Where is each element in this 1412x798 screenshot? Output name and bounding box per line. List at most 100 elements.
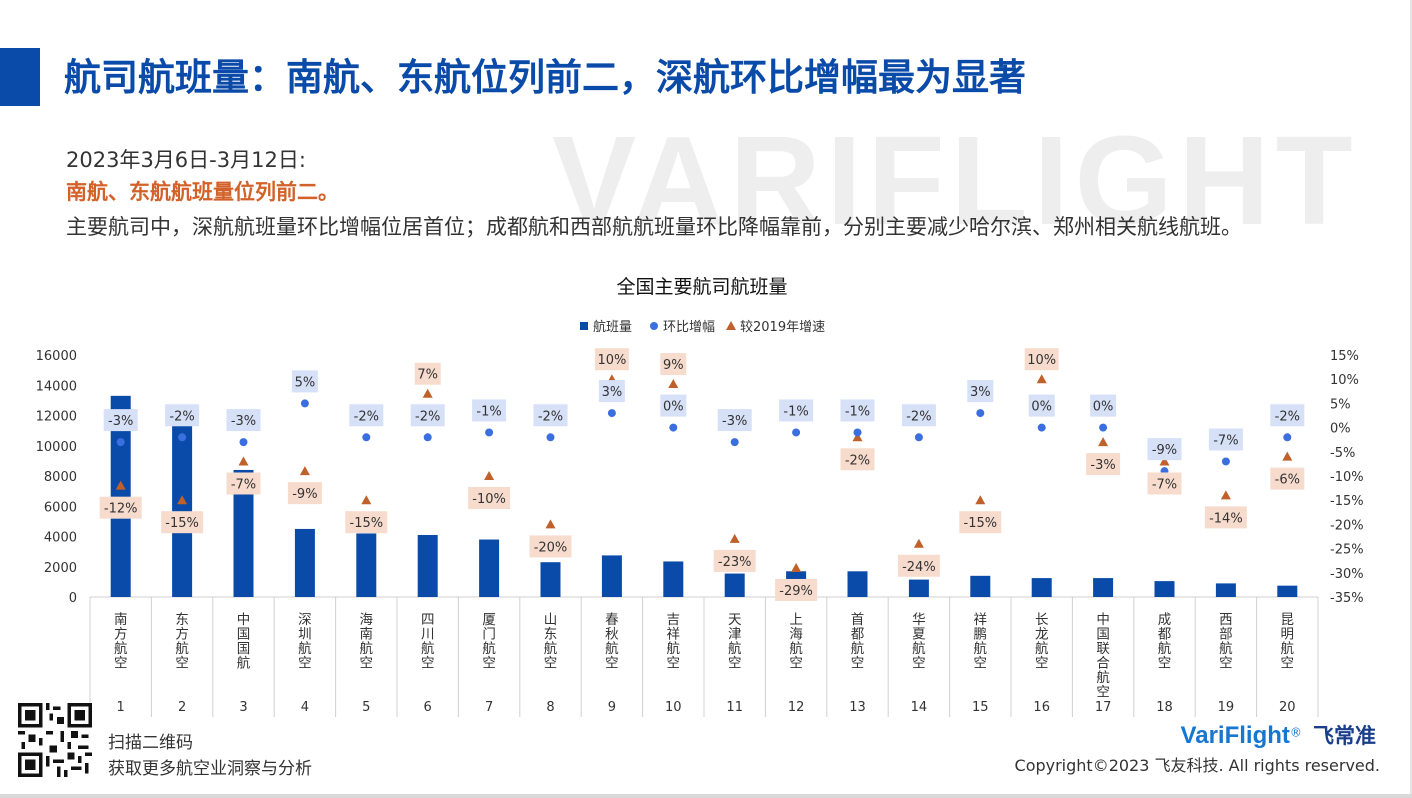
y-left-tick-label: 12000	[36, 410, 77, 425]
category-label-char: 航	[1035, 641, 1049, 657]
category-label-char: 祥	[974, 612, 988, 628]
mom-label-bg	[472, 399, 507, 422]
rank-label: 2	[178, 700, 186, 715]
yoy-label-bg	[1024, 348, 1059, 371]
category-label-char: 厦	[482, 612, 496, 628]
mom-label: 3%	[970, 385, 991, 400]
qr-caption-1: 扫描二维码	[108, 733, 193, 753]
mom-label-bg	[840, 399, 875, 422]
category-label-char: 航	[605, 641, 619, 657]
mom-label: -2%	[415, 409, 440, 424]
yoy-label-bg	[897, 554, 940, 577]
mom-label-bg	[410, 404, 445, 427]
category-label-char: 国	[1096, 627, 1110, 643]
mom-label-bg	[1270, 404, 1305, 427]
mom-label-bg	[1147, 438, 1182, 461]
category-label-char: 明	[1281, 627, 1295, 643]
yoy-label-bg	[1270, 467, 1305, 490]
yoy-label: -15%	[350, 516, 384, 531]
category-label-char: 空	[851, 656, 865, 672]
rank-label: 11	[726, 700, 743, 715]
yoy-label: -10%	[472, 492, 506, 507]
category-label-char: 航	[667, 641, 681, 657]
mom-label: 5%	[295, 375, 316, 390]
yoy-label: -9%	[292, 487, 317, 502]
category-label-char: 圳	[298, 627, 312, 643]
rank-label: 7	[485, 700, 493, 715]
bar-深圳航空	[294, 528, 315, 597]
y-right-tick-label: -30%	[1330, 567, 1364, 582]
highlight-line: 南航、东航航班量位列前二。	[66, 180, 339, 204]
legend-marker-yoy	[726, 321, 736, 330]
category-label-char: 空	[544, 656, 558, 672]
category-label-char: 空	[1281, 656, 1295, 672]
rank-label: 16	[1033, 700, 1050, 715]
category-label-char: 航	[114, 641, 128, 657]
yoy-label: -23%	[718, 555, 752, 570]
rank-label: 6	[424, 700, 432, 715]
mom-label: -7%	[1213, 433, 1238, 448]
category-label-char: 航	[912, 641, 926, 657]
chart-title: 全国主要航司航班量	[616, 276, 787, 298]
yoy-marker	[484, 471, 495, 480]
mom-label-bg	[717, 409, 752, 432]
y-right-tick-label: -20%	[1330, 518, 1364, 533]
mom-marker	[669, 423, 678, 432]
yoy-marker	[791, 562, 802, 572]
category-label-char: 鹏	[974, 627, 988, 643]
yoy-label: -3%	[1090, 458, 1115, 473]
mom-label-bg	[1208, 428, 1243, 451]
y-right-tick-label: -25%	[1330, 543, 1364, 558]
category-label-char: 上	[789, 612, 803, 628]
category-label-char: 空	[1096, 685, 1110, 701]
bar-厦门航空	[479, 539, 500, 597]
summary-text: 主要航司中，深航航班量环比增幅位居首位；成都航和西部航航班量环比降幅靠前，分别主…	[66, 215, 1242, 239]
bar-成都航空	[1154, 581, 1175, 597]
yoy-marker	[1098, 437, 1109, 447]
yoy-marker	[238, 456, 249, 466]
mom-marker	[1099, 423, 1108, 432]
category-label-char: 空	[667, 656, 681, 672]
yoy-label-bg	[529, 535, 572, 558]
category-label-char: 航	[544, 641, 558, 657]
rank-label: 14	[911, 700, 928, 715]
yoy-label-bg	[959, 511, 1002, 534]
frame-bottom-border	[0, 794, 1412, 798]
category-label-char: 合	[1096, 656, 1110, 672]
rank-label: 17	[1095, 700, 1112, 715]
legend-label-0: 航班量	[593, 319, 632, 335]
rank-label: 5	[362, 700, 370, 715]
category-label-char: 航	[1219, 641, 1233, 657]
category-label-char: 秋	[605, 627, 619, 643]
category-label-char: 航	[482, 641, 496, 657]
mom-label: 0%	[1031, 400, 1052, 415]
yoy-marker	[1282, 451, 1293, 461]
category-label-char: 空	[1035, 656, 1049, 672]
mom-marker	[485, 428, 494, 437]
y-left-tick-label: 16000	[36, 349, 77, 364]
category-label-char: 航	[1158, 641, 1172, 657]
mom-label: -9%	[1152, 443, 1177, 458]
bar-海南航空	[356, 533, 377, 597]
yoy-marker	[545, 519, 556, 529]
y-left-tick-label: 6000	[44, 500, 77, 515]
yoy-label: -12%	[104, 502, 138, 517]
mom-marker	[300, 399, 309, 408]
mom-marker	[914, 433, 923, 442]
y-right-tick-label: 10%	[1330, 373, 1359, 388]
qr-code-icon	[18, 703, 92, 777]
mom-marker	[362, 433, 371, 442]
category-label-char: 中	[237, 612, 251, 628]
category-label-char: 部	[1219, 627, 1233, 643]
bar-吉祥航空	[663, 561, 684, 597]
yoy-label: 10%	[1027, 353, 1056, 368]
mom-label-bg	[226, 409, 261, 432]
rank-label: 4	[301, 700, 309, 715]
mom-marker	[607, 409, 616, 418]
category-label-char: 中	[1096, 612, 1110, 628]
category-label-char: 南	[360, 627, 374, 643]
y-right-tick-label: -15%	[1330, 494, 1364, 509]
category-label-char: 都	[1158, 627, 1172, 643]
yoy-label-bg	[99, 496, 142, 519]
rank-label: 9	[608, 700, 616, 715]
